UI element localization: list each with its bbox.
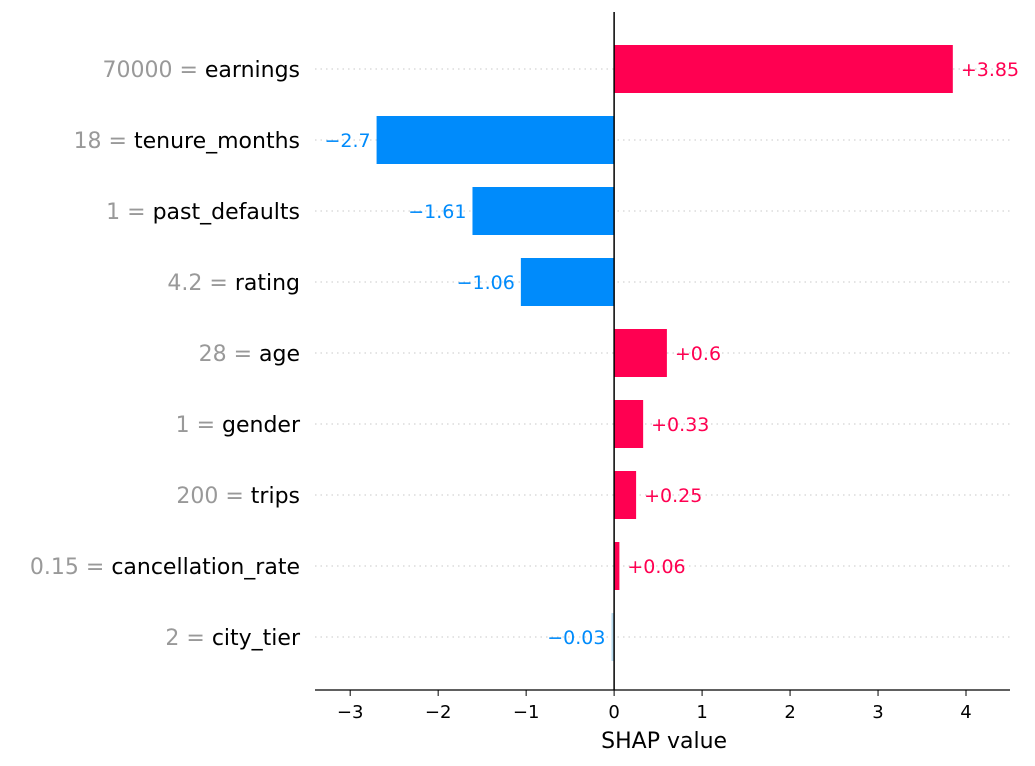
equals-sign: = xyxy=(179,626,211,651)
bar-label-gender: +0.33 xyxy=(651,414,709,436)
x-tick-label: 1 xyxy=(696,702,707,723)
x-tick-label: −3 xyxy=(337,702,364,723)
x-tick-label: 4 xyxy=(960,702,971,723)
bar-label-past_defaults: −1.61 xyxy=(408,201,466,223)
feature-name: tenure_months xyxy=(134,129,300,154)
feature-value: 2 xyxy=(165,626,179,651)
x-tick-label: 3 xyxy=(872,702,883,723)
x-tick-label: 2 xyxy=(784,702,795,723)
x-tick-label: 0 xyxy=(608,702,619,723)
bar-tenure_months xyxy=(376,116,615,164)
bar-label-earnings: +3.85 xyxy=(961,59,1019,81)
equals-sign: = xyxy=(102,129,134,154)
bar-cancellation_rate xyxy=(614,542,620,590)
feature-value: 0.15 xyxy=(30,555,79,580)
bar-age xyxy=(614,329,667,377)
x-tick-label: −1 xyxy=(513,702,540,723)
y-label-past_defaults: 1 = past_defaults xyxy=(106,200,300,225)
feature-name: rating xyxy=(235,271,300,296)
y-label-cancellation_rate: 0.15 = cancellation_rate xyxy=(30,555,300,580)
y-label-trips: 200 = trips xyxy=(176,484,300,509)
equals-sign: = xyxy=(120,200,152,225)
bar-city_tier xyxy=(611,613,615,661)
bar-label-tenure_months: −2.7 xyxy=(324,130,370,152)
bar-rating xyxy=(520,258,615,306)
y-label-city_tier: 2 = city_tier xyxy=(165,626,301,651)
feature-value: 200 xyxy=(176,484,218,509)
equals-sign: = xyxy=(218,484,250,509)
y-labels: 70000 = earnings 18 = tenure_months 1 = pa… xyxy=(30,58,301,651)
y-label-rating: 4.2 = rating xyxy=(167,271,300,296)
bar-label-cancellation_rate: +0.06 xyxy=(627,556,685,578)
bar-labels: +3.85 −2.7 −1.61 −1.06 +0.6 +0.33 +0.25 +0.06 −0… xyxy=(324,59,1019,649)
bar-gender xyxy=(614,400,644,448)
bar-past_defaults xyxy=(472,187,615,235)
y-label-gender: 1 = gender xyxy=(176,413,301,438)
equals-sign: = xyxy=(202,271,234,296)
bar-label-trips: +0.25 xyxy=(644,485,702,507)
y-label-tenure_months: 18 = tenure_months xyxy=(74,129,300,154)
x-axis-label: SHAP value xyxy=(601,729,727,754)
feature-name: trips xyxy=(251,484,300,509)
feature-value: 28 xyxy=(199,342,227,367)
feature-value: 18 xyxy=(74,129,102,154)
bars xyxy=(376,45,953,661)
equals-sign: = xyxy=(190,413,222,438)
bar-label-age: +0.6 xyxy=(675,343,721,365)
bar-earnings xyxy=(614,45,953,93)
feature-value: 1 xyxy=(106,200,120,225)
bar-label-rating: −1.06 xyxy=(457,272,515,294)
feature-name: cancellation_rate xyxy=(111,555,300,580)
bar-label-city_tier: −0.03 xyxy=(547,627,605,649)
feature-name: age xyxy=(259,342,300,367)
feature-value: 1 xyxy=(176,413,190,438)
equals-sign: = xyxy=(79,555,111,580)
feature-name: past_defaults xyxy=(153,200,300,225)
feature-name: gender xyxy=(222,413,301,438)
bar-trips xyxy=(614,471,637,519)
equals-sign: = xyxy=(172,58,204,83)
x-ticks: −3 −2 −1 0 1 2 3 4 xyxy=(337,690,972,723)
equals-sign: = xyxy=(227,342,259,367)
feature-name: earnings xyxy=(205,58,300,83)
feature-value: 70000 xyxy=(102,58,172,83)
feature-name: city_tier xyxy=(212,626,301,651)
y-label-age: 28 = age xyxy=(199,342,300,367)
feature-value: 4.2 xyxy=(167,271,202,296)
x-tick-label: −2 xyxy=(425,702,452,723)
y-label-earnings: 70000 = earnings xyxy=(102,58,300,83)
